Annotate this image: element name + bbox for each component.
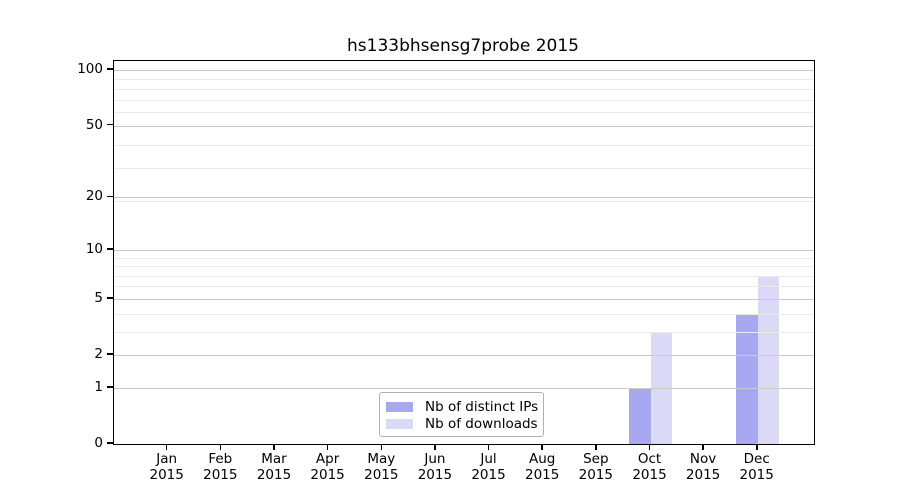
x-tick-label-dec: Dec 2015: [727, 451, 787, 483]
x-tick-mark: [487, 445, 490, 450]
x-tick-month: Oct: [637, 451, 662, 467]
x-tick-label-mar: Mar 2015: [244, 451, 304, 483]
y-tick-label-20: 20: [85, 188, 103, 205]
x-tick-mark: [273, 445, 275, 450]
x-tick-mark: [702, 445, 704, 450]
x-tick-year: 2015: [739, 467, 774, 483]
x-tick-mark: [434, 445, 436, 450]
x-tick-month: Sep: [583, 451, 609, 467]
x-tick-month: Jun: [424, 451, 446, 467]
gridline-minor: [114, 89, 814, 90]
x-tick-year: 2015: [471, 467, 506, 483]
gridline-minor: [114, 145, 814, 147]
x-tick-mark: [380, 445, 382, 450]
x-tick-year: 2015: [578, 467, 613, 483]
y-tick-mark: [107, 195, 113, 198]
legend-row-nb-of-distinct-ips: Nb of distinct IPs: [386, 398, 539, 415]
x-tick-mark: [648, 445, 651, 450]
gridline-major-10: [114, 249, 814, 251]
x-tick-year: 2015: [417, 467, 453, 483]
gridline-minor: [114, 331, 814, 333]
gridline-major-20: [114, 197, 814, 199]
legend-swatch-nb-of-distinct-ips: [386, 401, 413, 412]
x-tick-label-oct: Oct 2015: [620, 451, 680, 483]
gridline-minor: [114, 266, 814, 267]
gridline-minor: [114, 275, 814, 277]
gridline-major-100: [114, 70, 814, 72]
x-tick-label-sep: Sep 2015: [566, 451, 626, 483]
x-tick-label-nov: Nov 2015: [673, 451, 733, 483]
gridline-minor: [114, 99, 814, 101]
x-tick-year: 2015: [310, 467, 345, 483]
plot-canvas: [114, 61, 814, 444]
bar-nb-of-downloads-dec-2015: [757, 275, 780, 444]
gridline-major-5: [114, 298, 814, 300]
gridline-minor: [114, 201, 814, 203]
plot-area: [113, 60, 815, 445]
x-tick-year: 2015: [203, 467, 238, 483]
gridline-minor: [114, 112, 814, 114]
x-tick-mark: [326, 445, 329, 450]
x-tick-mark: [165, 445, 168, 450]
y-tick-mark: [107, 248, 113, 250]
y-tick-label-50: 50: [85, 116, 103, 133]
x-tick-label-apr: Apr 2015: [298, 451, 358, 483]
x-tick-month: Nov: [689, 451, 717, 467]
x-tick-label-jun: Jun 2015: [405, 451, 465, 483]
legend-row-nb-of-downloads: Nb of downloads: [386, 415, 538, 432]
gridline-minor: [114, 79, 814, 81]
x-tick-month: Mar: [261, 451, 287, 467]
x-tick-mark: [541, 445, 543, 450]
x-tick-year: 2015: [685, 467, 721, 483]
legend-label-nb-of-distinct-ips: Nb of distinct IPs: [425, 398, 539, 415]
x-tick-mark: [595, 445, 597, 450]
x-tick-mark: [756, 445, 758, 450]
x-tick-year: 2015: [364, 467, 399, 483]
bar-nb-of-distinct-ips-dec-2015: [736, 313, 758, 444]
gridline-major-50: [114, 125, 814, 127]
x-tick-month: Aug: [529, 451, 556, 467]
y-tick-mark: [107, 123, 113, 126]
gridline-minor: [114, 313, 814, 315]
y-tick-label-1: 1: [94, 378, 103, 395]
y-tick-label-100: 100: [77, 61, 103, 78]
x-tick-month: Feb: [208, 451, 233, 467]
x-tick-label-feb: Feb 2015: [190, 451, 250, 483]
x-tick-year: 2015: [525, 467, 560, 483]
gridline-major-1: [114, 387, 814, 389]
y-tick-mark: [107, 297, 113, 299]
x-tick-month: Jan: [156, 451, 178, 467]
x-tick-month: May: [367, 451, 396, 467]
x-tick-label-jul: Jul 2015: [459, 451, 519, 483]
gridline-minor: [114, 257, 814, 259]
gridline-minor: [114, 168, 814, 170]
legend: Nb of distinct IPs Nb of downloads: [379, 392, 544, 437]
y-tick-label-0: 0: [94, 435, 103, 451]
x-tick-year: 2015: [256, 467, 292, 483]
x-tick-year: 2015: [149, 467, 184, 483]
y-tick-label-2: 2: [94, 346, 103, 362]
y-tick-mark: [107, 353, 113, 355]
x-tick-year: 2015: [632, 467, 667, 483]
gridline-major-2: [114, 355, 814, 356]
x-tick-mark: [219, 445, 222, 450]
x-tick-month: Dec: [743, 451, 770, 467]
y-tick-label-5: 5: [94, 289, 103, 306]
x-tick-label-aug: Aug 2015: [512, 451, 572, 483]
y-tick-label-10: 10: [85, 240, 103, 257]
x-tick-label-may: May 2015: [351, 451, 411, 483]
y-tick-mark: [107, 442, 113, 444]
chart-title: hs133bhsensg7probe 2015: [347, 36, 579, 56]
y-tick-mark: [107, 386, 113, 388]
x-tick-month: Apr: [315, 451, 340, 467]
x-tick-month: Jul: [480, 451, 497, 467]
x-tick-label-jan: Jan 2015: [137, 451, 197, 483]
bar-nb-of-distinct-ips-oct-2015: [629, 387, 651, 444]
y-tick-mark: [107, 68, 113, 70]
legend-label-nb-of-downloads: Nb of downloads: [425, 415, 538, 432]
gridline-minor: [114, 286, 814, 288]
legend-swatch-nb-of-downloads: [386, 418, 413, 429]
